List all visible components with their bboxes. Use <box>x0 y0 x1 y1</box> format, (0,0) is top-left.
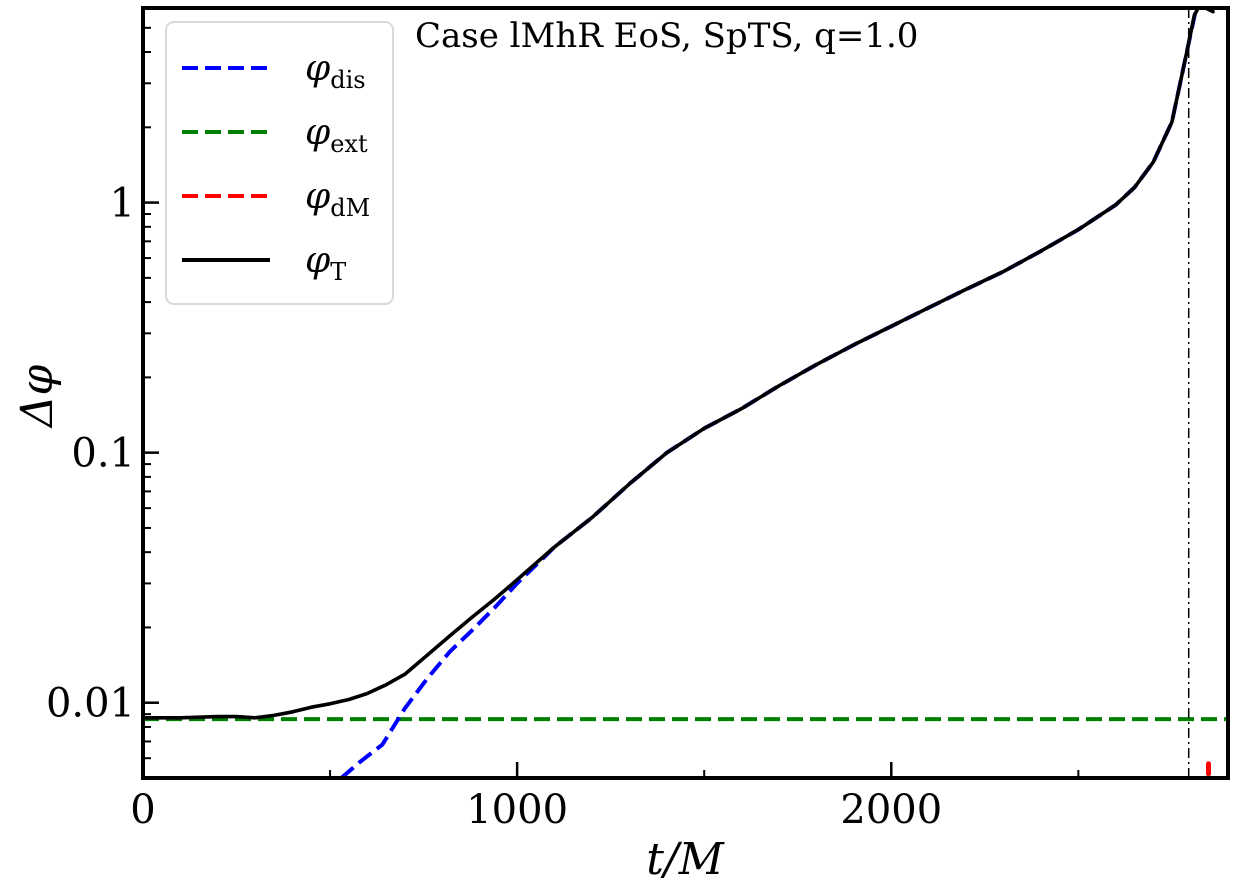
x-tick-label: 1000 <box>466 787 568 833</box>
legend-label-dis: φdis <box>305 48 366 94</box>
series-layer <box>143 8 1228 778</box>
legend: φdis φext φdM φT <box>165 21 394 305</box>
y-tick-label: 0.1 <box>71 431 135 477</box>
series-line-T <box>143 8 1215 720</box>
y-tick-label: 0.01 <box>46 681 135 727</box>
x-axis-label: t/M <box>646 834 725 885</box>
y-axis-label: Δφ <box>12 365 63 430</box>
x-tick-label: 2000 <box>840 787 942 833</box>
plot-frame <box>141 6 1230 780</box>
legend-label-T: φT <box>305 240 346 286</box>
legend-label-dM: φdM <box>305 176 370 222</box>
chart-title: Case lMhR EoS, SpTS, q=1.0 <box>415 16 918 56</box>
y-tick-label: 1 <box>110 181 135 227</box>
x-tick-label: 0 <box>130 787 155 833</box>
legend-box <box>165 21 394 305</box>
legend-label-ext: φext <box>305 112 368 158</box>
ticks-layer: 0 1000 2000 0.01 0.1 1 <box>46 8 1190 833</box>
